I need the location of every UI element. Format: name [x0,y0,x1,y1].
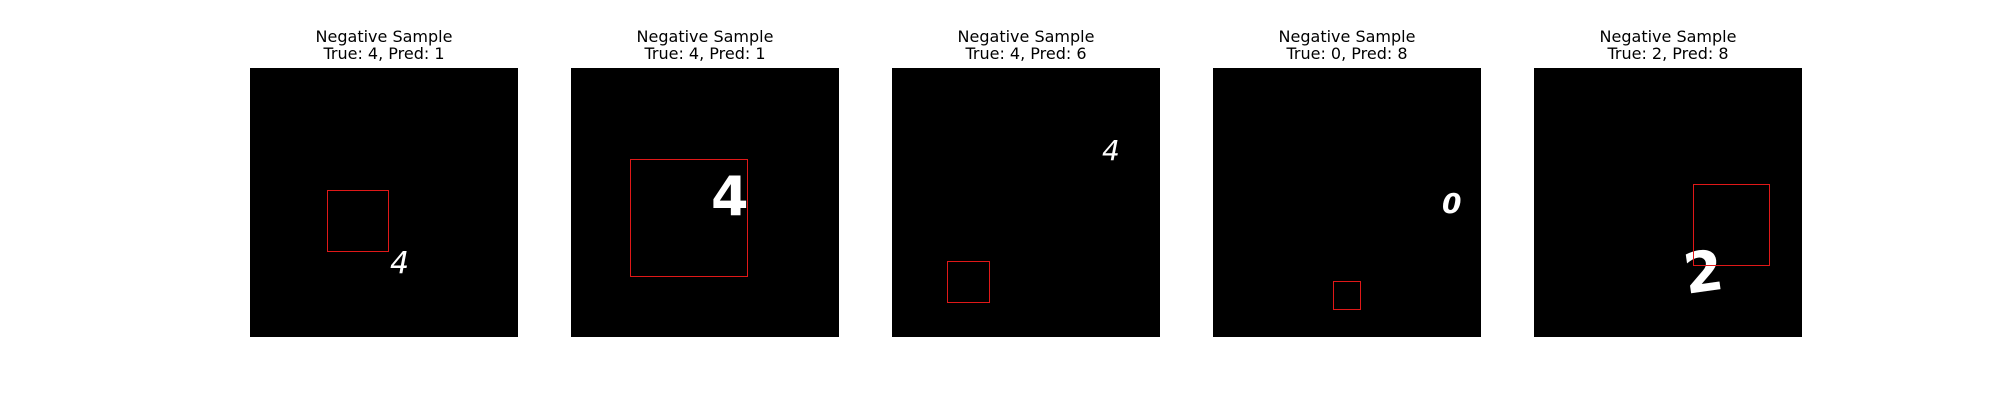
panel-3: Negative Sample True: 4, Pred: 6 4 [892,0,1160,400]
panel-title: Negative Sample True: 4, Pred: 6 [852,28,1200,62]
digit-glyph: 4 [390,246,409,281]
sample-image: 4 [250,68,518,337]
panel-title-label: Negative Sample [1599,27,1737,46]
panel-title-label: Negative Sample [957,27,1095,46]
panel-2: Negative Sample True: 4, Pred: 1 4 [571,0,839,400]
sample-image: 4 [571,68,839,337]
panel-subtitle: True: 2, Pred: 8 [1607,44,1729,63]
sample-image: 4 [892,68,1160,337]
bounding-box [1693,184,1770,266]
bounding-box [630,159,748,277]
digit-image: 4 [1102,134,1120,167]
panel-subtitle: True: 4, Pred: 6 [965,44,1087,63]
panel-title: Negative Sample True: 4, Pred: 1 [210,28,558,62]
panel-title: Negative Sample True: 0, Pred: 8 [1173,28,1521,62]
panel-subtitle: True: 0, Pred: 8 [1286,44,1408,63]
sample-image: 2 [1534,68,1802,337]
bounding-box [947,261,990,303]
digit-glyph: 4 [1102,134,1120,167]
panel-title-label: Negative Sample [1278,27,1416,46]
digit-image: 4 [390,246,409,281]
panel-subtitle: True: 4, Pred: 1 [323,44,445,63]
panel-title-label: Negative Sample [636,27,774,46]
digit-glyph: 2 [1680,238,1728,308]
panel-5: Negative Sample True: 2, Pred: 8 2 [1534,0,1802,400]
panel-title-label: Negative Sample [315,27,453,46]
bounding-box [1333,281,1361,310]
digit-image: 4 [711,165,749,228]
panel-4: Negative Sample True: 0, Pred: 8 0 [1213,0,1481,400]
panel-1: Negative Sample True: 4, Pred: 1 4 [250,0,518,400]
sample-image: 0 [1213,68,1481,337]
digit-image: 2 [1680,238,1728,308]
digit-glyph: 0 [1442,187,1461,220]
digit-glyph: 4 [711,165,749,228]
bounding-box [327,190,389,252]
panel-title: Negative Sample True: 4, Pred: 1 [531,28,879,62]
digit-image: 0 [1442,187,1461,220]
panel-subtitle: True: 4, Pred: 1 [644,44,766,63]
panel-title: Negative Sample True: 2, Pred: 8 [1494,28,1842,62]
